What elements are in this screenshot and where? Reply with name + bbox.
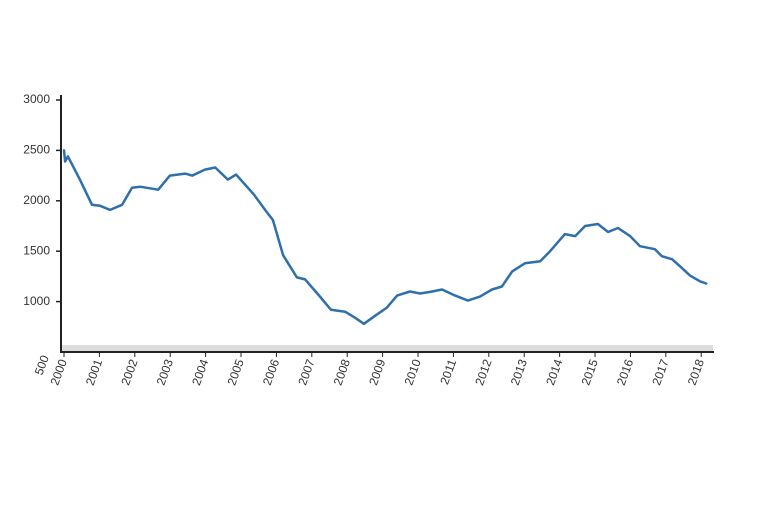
y-tick-label: 3000	[23, 92, 50, 106]
x-tick-label: 2012	[472, 357, 494, 387]
x-tick-label: 2008	[331, 357, 353, 387]
x-tick-label: 2006	[260, 357, 282, 387]
x-tick-label: 2003	[154, 357, 176, 387]
x-tick-label: 2011	[437, 357, 459, 386]
x-tick-label: 2002	[118, 357, 140, 387]
x-tick-label: 2013	[508, 357, 530, 387]
x-tick-label: 2010	[402, 357, 424, 387]
x-tick-label: 2017	[649, 357, 671, 387]
y-tick-label: 1000	[23, 294, 50, 308]
x-tick-label: 2004	[189, 357, 211, 387]
x-tick-label: 2000	[48, 357, 70, 387]
x-tick-label: 2016	[614, 357, 636, 387]
y-tick-label: 500	[32, 353, 52, 377]
y-tick-label: 1500	[23, 243, 50, 257]
x-tick-label: 2007	[295, 357, 317, 387]
line	[62, 149, 708, 326]
y-tick-label: 2500	[23, 143, 50, 157]
x-tick-label: 2001	[83, 357, 105, 387]
x-tick-label: 2018	[685, 357, 707, 387]
axis-band	[62, 345, 713, 351]
y-tick-label: 2000	[23, 193, 50, 207]
x-tick-label: 2015	[579, 357, 601, 387]
x-tick-label: 2014	[543, 357, 565, 387]
x-tick-label: 2009	[366, 357, 388, 387]
x-tick-label: 2005	[225, 357, 247, 387]
